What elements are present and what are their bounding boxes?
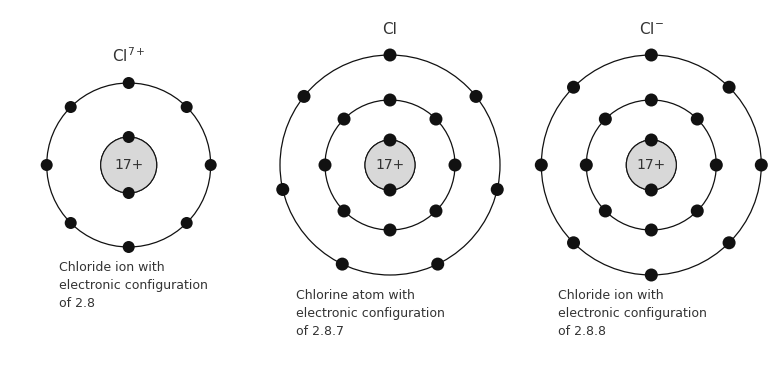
Circle shape — [181, 217, 193, 229]
Circle shape — [365, 140, 415, 190]
Circle shape — [491, 183, 504, 196]
Text: 17+: 17+ — [636, 158, 666, 172]
Circle shape — [567, 236, 580, 249]
Text: 17+: 17+ — [114, 158, 144, 172]
Circle shape — [645, 134, 658, 147]
Circle shape — [318, 159, 331, 171]
Circle shape — [645, 183, 658, 196]
Circle shape — [122, 241, 135, 253]
Circle shape — [645, 224, 658, 237]
Circle shape — [384, 134, 396, 147]
Circle shape — [599, 204, 612, 218]
Text: Chloride ion with
electronic configuration
of 2.8: Chloride ion with electronic configurati… — [59, 261, 208, 310]
Circle shape — [338, 112, 350, 126]
Text: Chloride ion with
electronic configuration
of 2.8.8: Chloride ion with electronic configurati… — [558, 289, 707, 338]
Circle shape — [122, 77, 135, 89]
Circle shape — [710, 159, 723, 171]
Circle shape — [599, 112, 612, 126]
Circle shape — [384, 224, 396, 237]
Text: Cl$^{7+}$: Cl$^{7+}$ — [112, 46, 146, 65]
Circle shape — [384, 48, 396, 62]
Circle shape — [335, 258, 349, 271]
Circle shape — [580, 159, 593, 171]
Circle shape — [722, 236, 736, 249]
Circle shape — [276, 183, 289, 196]
Circle shape — [470, 90, 483, 103]
Circle shape — [691, 112, 704, 126]
Circle shape — [65, 217, 76, 229]
Circle shape — [338, 204, 350, 218]
Circle shape — [101, 137, 157, 193]
Circle shape — [297, 90, 310, 103]
Circle shape — [722, 81, 736, 94]
Circle shape — [626, 140, 676, 190]
Circle shape — [430, 204, 442, 218]
Text: Chlorine atom with
electronic configuration
of 2.8.7: Chlorine atom with electronic configurat… — [296, 289, 445, 338]
Circle shape — [567, 81, 580, 94]
Circle shape — [122, 187, 135, 199]
Circle shape — [65, 101, 76, 113]
Circle shape — [122, 131, 135, 143]
Circle shape — [430, 112, 442, 126]
Circle shape — [181, 101, 193, 113]
Text: Cl: Cl — [382, 22, 398, 37]
Text: 17+: 17+ — [375, 158, 405, 172]
Text: Cl$^{-}$: Cl$^{-}$ — [639, 21, 664, 37]
Circle shape — [645, 268, 658, 282]
Circle shape — [431, 258, 445, 271]
Circle shape — [755, 159, 768, 171]
Circle shape — [645, 93, 658, 106]
Circle shape — [535, 159, 548, 171]
Circle shape — [384, 183, 396, 196]
Circle shape — [204, 159, 217, 171]
Circle shape — [645, 48, 658, 62]
Circle shape — [448, 159, 462, 171]
Circle shape — [41, 159, 53, 171]
Circle shape — [384, 93, 396, 106]
Circle shape — [691, 204, 704, 218]
